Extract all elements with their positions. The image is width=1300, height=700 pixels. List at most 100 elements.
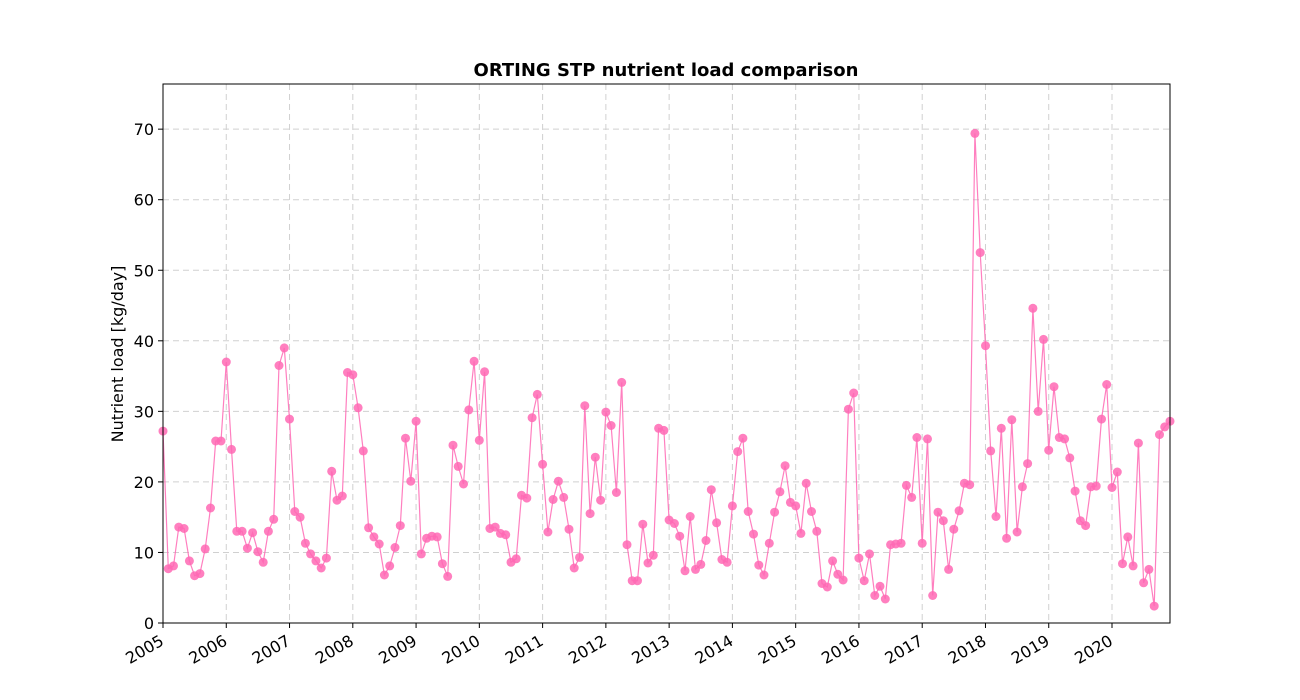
data-point: [406, 476, 416, 486]
y-tick-label: 60: [134, 191, 154, 210]
data-point: [221, 357, 231, 367]
data-point: [290, 507, 300, 516]
data-point: [1023, 459, 1033, 469]
data-point: [511, 554, 521, 564]
data-point: [1039, 334, 1048, 344]
data-point: [949, 524, 959, 534]
data-point: [854, 553, 864, 563]
data-point: [938, 516, 948, 526]
data-point: [733, 447, 743, 457]
data-point: [770, 507, 780, 517]
data-point: [1091, 481, 1101, 491]
data-point: [1044, 445, 1054, 455]
data-point: [1149, 601, 1159, 611]
data-point: [875, 581, 885, 591]
data-point: [843, 404, 853, 414]
y-tick-label: 20: [134, 473, 154, 492]
data-point: [928, 591, 938, 600]
data-point: [775, 487, 785, 497]
data-point: [764, 538, 774, 548]
data-point: [364, 523, 374, 533]
data-point: [316, 563, 326, 573]
data-point: [1123, 532, 1133, 542]
data-point: [1107, 483, 1117, 492]
data-point: [321, 553, 331, 563]
data-point: [933, 507, 943, 517]
data-point: [590, 452, 600, 462]
data-point: [358, 446, 368, 456]
data-point: [1160, 422, 1170, 432]
data-point: [538, 459, 548, 469]
y-tick-label: 10: [134, 543, 154, 562]
data-point: [184, 556, 194, 566]
data-point: [1102, 380, 1112, 389]
data-point: [200, 544, 210, 554]
data-point: [1065, 453, 1075, 463]
data-point: [701, 536, 711, 545]
data-point: [348, 370, 358, 380]
data-point: [1155, 430, 1164, 440]
data-point: [374, 539, 384, 549]
data-point: [269, 514, 279, 524]
data-point: [300, 538, 310, 548]
data-point: [459, 479, 468, 489]
data-point: [279, 343, 289, 353]
data-point: [385, 561, 395, 571]
data-point: [569, 563, 579, 573]
data-point: [490, 522, 500, 532]
data-point: [285, 414, 294, 424]
data-point: [263, 526, 273, 536]
data-point: [1070, 486, 1080, 496]
data-point: [575, 552, 584, 562]
data-point: [306, 549, 316, 559]
data-point: [1144, 564, 1154, 574]
data-point: [601, 407, 611, 417]
data-point: [659, 425, 669, 435]
data-point: [1049, 382, 1059, 392]
series-line: [162, 133, 1171, 607]
data-point: [474, 435, 484, 445]
data-point: [833, 569, 843, 579]
data-point: [464, 405, 474, 415]
data-point: [527, 413, 537, 423]
data-point: [617, 377, 627, 387]
data-point: [648, 550, 658, 560]
y-tick-label: 70: [134, 120, 154, 139]
data-point: [395, 521, 405, 531]
data-point: [532, 389, 542, 399]
data-point: [169, 561, 178, 571]
data-point: [242, 543, 252, 553]
data-point: [1097, 414, 1106, 424]
data-point: [917, 538, 927, 548]
data-point: [1118, 559, 1127, 569]
y-tick-label: 50: [134, 261, 154, 280]
data-point: [564, 524, 574, 534]
data-point: [622, 540, 632, 550]
data-point: [870, 591, 880, 600]
data-point: [401, 433, 410, 443]
data-point: [543, 527, 553, 537]
data-point: [453, 461, 463, 471]
data-point: [743, 507, 753, 516]
data-point: [216, 436, 226, 446]
data-point: [812, 526, 822, 536]
data-point: [596, 495, 606, 505]
data-point: [780, 461, 790, 471]
data-point: [580, 401, 590, 411]
data-point: [896, 538, 906, 548]
data-point: [337, 491, 347, 501]
data-point: [675, 531, 685, 541]
data-point: [712, 518, 722, 528]
data-point: [437, 559, 447, 569]
y-axis-label: Nutrient load [kg/day]: [108, 266, 127, 443]
data-point: [859, 576, 869, 586]
data-point: [807, 507, 816, 516]
data-point: [849, 388, 859, 398]
data-point: [759, 570, 769, 580]
data-point: [970, 128, 980, 138]
data-point: [195, 569, 205, 579]
data-point: [696, 559, 706, 569]
data-point: [606, 421, 616, 430]
data-point: [1028, 303, 1038, 313]
data-point: [1112, 467, 1122, 477]
